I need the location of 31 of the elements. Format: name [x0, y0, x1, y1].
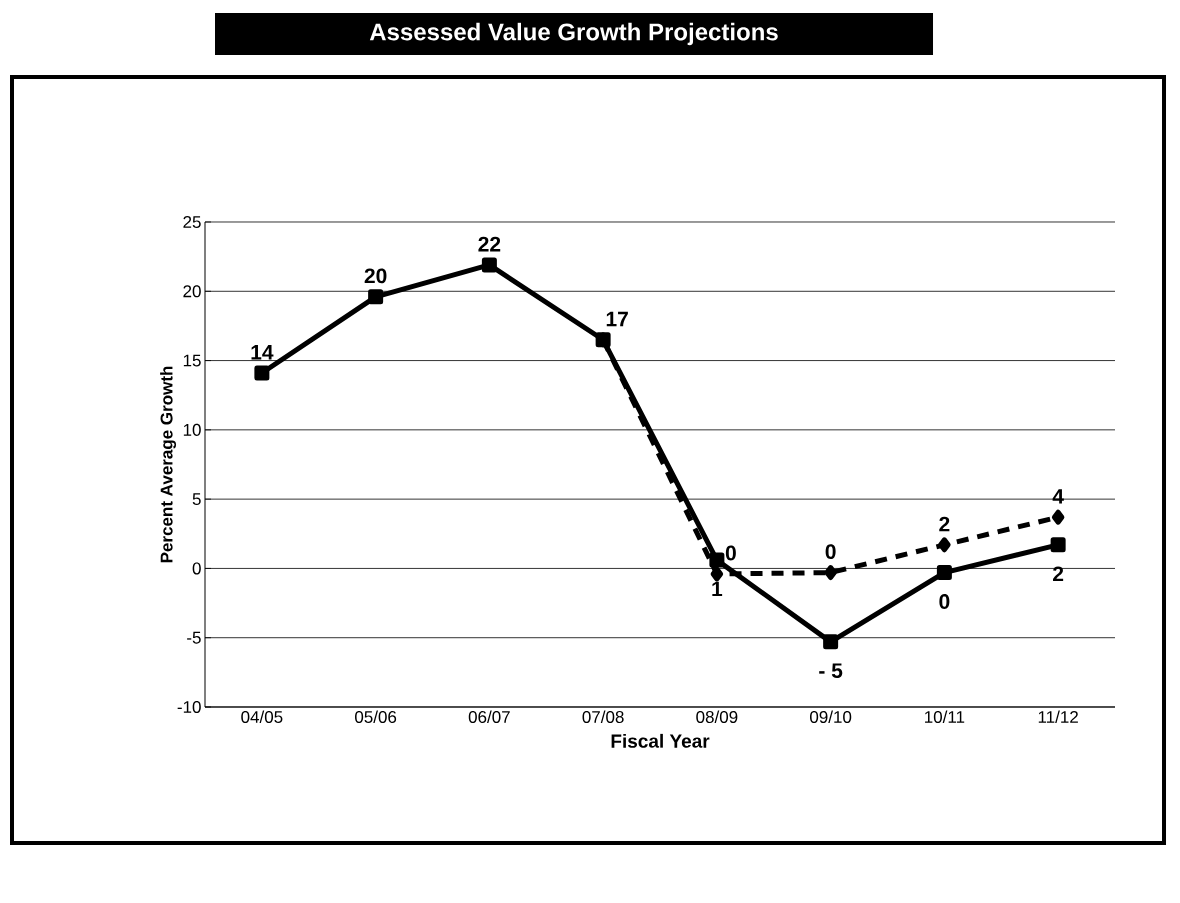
x-tick-label: 09/10	[810, 710, 852, 724]
x-tick-label: 08/09	[696, 710, 738, 724]
data-label: 2	[939, 516, 950, 532]
y-tick-label: 5	[192, 493, 201, 506]
y-axis-title: Percent Average Growth	[160, 366, 177, 563]
y-tick-label: 0	[192, 562, 201, 575]
data-label: 0	[825, 544, 836, 560]
y-tick-label: 25	[183, 215, 201, 229]
x-tick-label: 05/06	[355, 710, 397, 724]
data-label: 20	[364, 268, 387, 284]
x-tick-label: 11/12	[1038, 710, 1078, 724]
y-tick-label: -5	[187, 631, 201, 644]
data-label: 22	[478, 236, 501, 252]
y-tick-label: 10	[183, 423, 201, 436]
x-tick-label: 06/07	[468, 710, 510, 724]
x-tick-label: 10/11	[925, 710, 965, 724]
y-tick-label: 20	[183, 285, 201, 298]
data-label: 4	[1052, 489, 1064, 504]
x-tick-label: 07/08	[582, 710, 624, 724]
y-tick-label: 15	[183, 354, 201, 367]
x-axis-title: Fiscal Year	[611, 733, 710, 748]
chart-title: Assessed Value Growth Projections	[369, 22, 778, 46]
data-label: 14	[251, 345, 274, 360]
data-label: 0	[725, 545, 736, 561]
x-tick-label: 04/05	[241, 710, 283, 724]
y-tick-label: -10	[177, 700, 201, 714]
data-label: 2	[1053, 566, 1064, 582]
data-label: 0	[939, 594, 950, 609]
data-label: 17	[606, 311, 628, 327]
data-label: 1	[712, 581, 723, 597]
data-label: - 5	[819, 663, 843, 679]
